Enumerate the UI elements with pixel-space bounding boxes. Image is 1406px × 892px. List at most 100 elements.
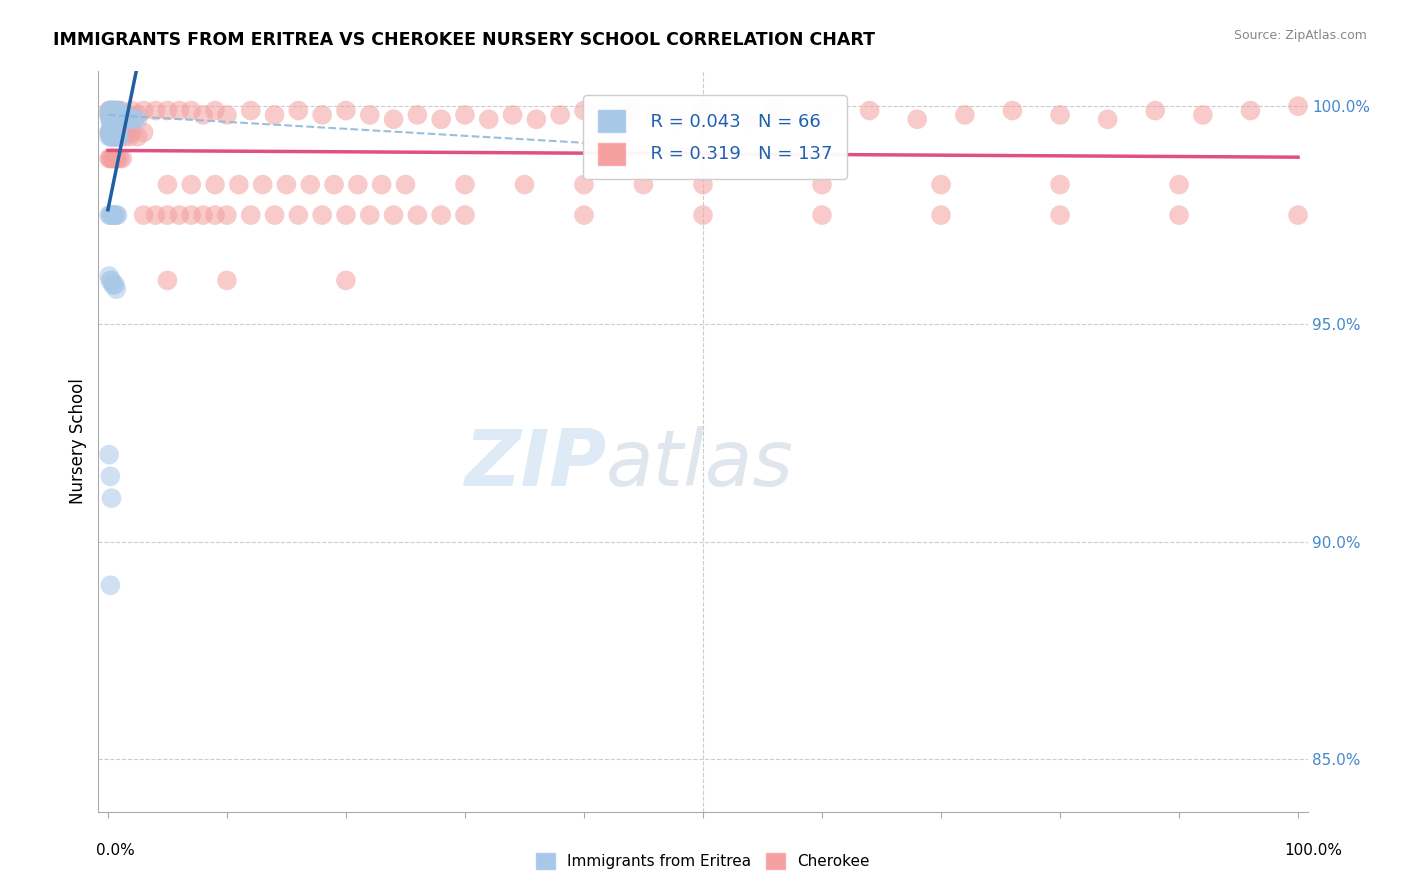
Point xyxy=(572,178,595,192)
Point xyxy=(98,103,121,118)
Point xyxy=(145,208,167,222)
Point xyxy=(107,129,129,144)
Point xyxy=(101,152,124,166)
Point xyxy=(859,103,882,118)
Point xyxy=(103,112,125,127)
Point xyxy=(101,125,124,139)
Point xyxy=(104,108,127,122)
Point xyxy=(100,208,122,222)
Point xyxy=(811,108,834,122)
Point xyxy=(692,103,714,118)
Point xyxy=(98,125,121,139)
Point xyxy=(105,129,128,144)
Point xyxy=(100,491,122,505)
Point xyxy=(108,103,131,118)
Point xyxy=(103,152,125,166)
Point xyxy=(111,125,134,139)
Point xyxy=(953,108,976,122)
Point xyxy=(103,208,125,222)
Point xyxy=(1168,208,1191,222)
Point xyxy=(98,117,121,131)
Point xyxy=(239,208,262,222)
Point xyxy=(191,108,214,122)
Point xyxy=(287,208,309,222)
Point xyxy=(105,103,128,118)
Point xyxy=(370,178,392,192)
Point xyxy=(572,103,595,118)
Point xyxy=(98,208,121,222)
Point xyxy=(107,208,129,222)
Point xyxy=(406,208,429,222)
Point xyxy=(101,129,124,144)
Text: Source: ZipAtlas.com: Source: ZipAtlas.com xyxy=(1233,29,1367,42)
Point xyxy=(121,125,143,139)
Point xyxy=(101,108,124,122)
Point xyxy=(98,208,121,222)
Point xyxy=(105,129,128,144)
Point xyxy=(103,277,125,292)
Point xyxy=(121,103,143,118)
Text: IMMIGRANTS FROM ERITREA VS CHEROKEE NURSERY SCHOOL CORRELATION CHART: IMMIGRANTS FROM ERITREA VS CHEROKEE NURS… xyxy=(53,31,876,49)
Point xyxy=(406,108,429,122)
Point xyxy=(478,112,501,127)
Point xyxy=(98,125,121,139)
Point xyxy=(114,108,136,122)
Point xyxy=(596,108,619,122)
Point xyxy=(98,112,121,127)
Point xyxy=(101,108,124,122)
Point xyxy=(1049,208,1071,222)
Point xyxy=(114,108,136,122)
Point xyxy=(98,469,121,483)
Text: atlas: atlas xyxy=(606,425,794,502)
Point xyxy=(359,208,381,222)
Point xyxy=(100,103,122,118)
Point xyxy=(127,129,149,144)
Point xyxy=(98,125,121,139)
Point xyxy=(103,103,125,118)
Point xyxy=(1097,112,1119,127)
Point xyxy=(335,103,357,118)
Point xyxy=(180,103,202,118)
Point xyxy=(101,277,124,292)
Point xyxy=(108,129,131,144)
Point xyxy=(1192,108,1215,122)
Point xyxy=(811,178,834,192)
Point xyxy=(108,129,131,144)
Point xyxy=(105,152,128,166)
Point xyxy=(104,152,127,166)
Point xyxy=(513,178,536,192)
Point xyxy=(105,112,128,127)
Point xyxy=(263,108,285,122)
Point xyxy=(692,208,714,222)
Point xyxy=(107,129,129,144)
Point xyxy=(121,112,143,127)
Point xyxy=(100,112,122,127)
Point xyxy=(740,112,762,127)
Point xyxy=(572,208,595,222)
Point xyxy=(98,129,121,144)
Point xyxy=(107,112,129,127)
Text: 0.0%: 0.0% xyxy=(96,843,135,858)
Point xyxy=(929,178,952,192)
Y-axis label: Nursery School: Nursery School xyxy=(69,378,87,505)
Point xyxy=(107,112,129,127)
Point xyxy=(548,108,571,122)
Point xyxy=(215,108,238,122)
Point xyxy=(111,152,134,166)
Point xyxy=(100,152,122,166)
Point xyxy=(122,112,145,127)
Point xyxy=(98,125,121,139)
Point xyxy=(98,103,121,118)
Point xyxy=(1286,99,1309,113)
Point xyxy=(132,103,155,118)
Point xyxy=(98,152,121,166)
Point xyxy=(430,112,453,127)
Point xyxy=(107,108,129,122)
Point xyxy=(668,112,690,127)
Point xyxy=(276,178,298,192)
Point xyxy=(169,103,191,118)
Point xyxy=(103,129,125,144)
Point xyxy=(111,112,134,127)
Point xyxy=(105,282,128,296)
Point xyxy=(104,277,127,292)
